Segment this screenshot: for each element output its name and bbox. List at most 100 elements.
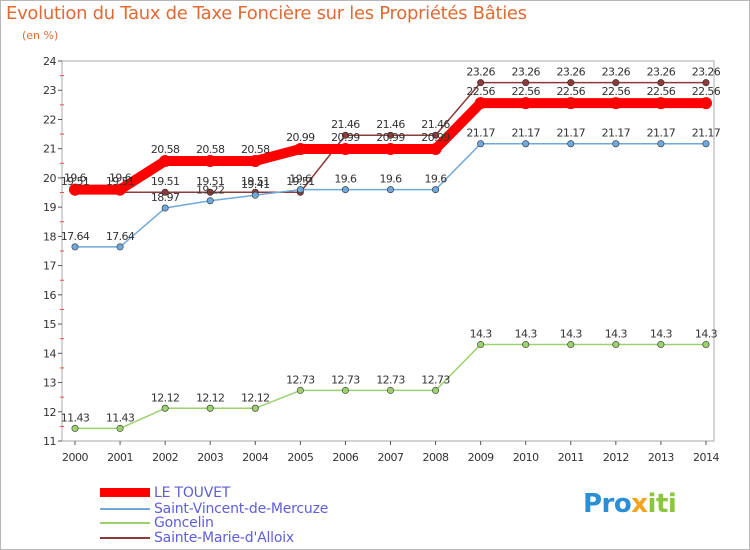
data-point-le-touvet-2007 — [384, 142, 397, 155]
data-label-le-touvet-2011: 22.56 — [557, 85, 586, 98]
data-label-sainte-marie-d-alloix-2011: 23.26 — [557, 66, 586, 79]
data-label-goncelin-2000: 11.43 — [61, 411, 90, 424]
y-tick-label-17: 17 — [43, 260, 56, 273]
chart-title: Evolution du Taux de Taxe Foncière sur l… — [6, 3, 527, 24]
data-point-le-touvet-2010 — [519, 97, 532, 110]
data-label-goncelin-2009: 14.3 — [470, 328, 493, 341]
data-point-sainte-marie-d-alloix-2009 — [477, 79, 485, 87]
data-label-le-touvet-2007: 20.99 — [376, 131, 405, 144]
y-tick-label-22: 22 — [43, 113, 56, 126]
x-tick-label-2010: 2010 — [513, 451, 539, 464]
x-tick-label-2004: 2004 — [242, 451, 268, 464]
data-point-saint-vincent-de-mercuze-2011 — [567, 140, 575, 148]
y-tick-label-13: 13 — [43, 377, 56, 390]
y-tick-label-11: 11 — [43, 435, 56, 448]
data-label-saint-vincent-de-mercuze-2008: 19.6 — [425, 173, 448, 186]
data-point-saint-vincent-de-mercuze-2010 — [522, 140, 530, 148]
data-point-sainte-marie-d-alloix-2012 — [612, 79, 620, 87]
data-label-saint-vincent-de-mercuze-2000: 17.64 — [61, 230, 90, 243]
data-label-sainte-marie-d-alloix-2007: 21.46 — [376, 118, 405, 131]
data-label-le-touvet-2001: 19.6 — [109, 172, 132, 185]
data-label-le-touvet-2002: 20.58 — [151, 143, 180, 156]
x-tick-label-2011: 2011 — [558, 451, 584, 464]
data-point-saint-vincent-de-mercuze-2008 — [432, 186, 440, 194]
data-label-sainte-marie-d-alloix-2009: 23.26 — [466, 66, 495, 79]
data-label-saint-vincent-de-mercuze-2004: 19.41 — [241, 178, 270, 191]
x-tick-label-2008: 2008 — [423, 451, 449, 464]
data-label-goncelin-2012: 14.3 — [605, 328, 628, 341]
data-label-le-touvet-2004: 20.58 — [241, 143, 270, 156]
x-tick-label-2003: 2003 — [197, 451, 223, 464]
data-label-le-touvet-2014: 22.56 — [692, 85, 721, 98]
y-tick-label-20: 20 — [43, 172, 56, 185]
data-label-goncelin-2005: 12.73 — [286, 373, 315, 386]
x-tick-label-2009: 2009 — [468, 451, 494, 464]
data-point-le-touvet-2009 — [474, 97, 487, 110]
x-tick-label-2000: 2000 — [62, 451, 88, 464]
data-point-goncelin-2012 — [612, 341, 620, 349]
legend-label-goncelin: Goncelin — [154, 514, 214, 531]
data-point-sainte-marie-d-alloix-2007 — [386, 131, 394, 139]
data-point-saint-vincent-de-mercuze-2004 — [251, 191, 259, 199]
proxiti-logo: Proxiti — [583, 489, 677, 519]
data-label-saint-vincent-de-mercuze-2007: 19.6 — [379, 173, 402, 186]
legend-label-sainte-marie-d-alloix: Sainte-Marie-d'Alloix — [154, 529, 294, 546]
data-point-sainte-marie-d-alloix-2014 — [702, 79, 710, 87]
x-tick-label-2012: 2012 — [603, 451, 629, 464]
legend-swatch-goncelin — [100, 521, 150, 524]
data-point-goncelin-2000 — [71, 424, 79, 432]
data-label-saint-vincent-de-mercuze-2012: 21.17 — [602, 127, 631, 140]
data-label-sainte-marie-d-alloix-2010: 23.26 — [511, 66, 540, 79]
data-point-goncelin-2002 — [161, 404, 169, 412]
data-label-sainte-marie-d-alloix-2012: 23.26 — [602, 66, 631, 79]
data-point-sainte-marie-d-alloix-2008 — [432, 131, 440, 139]
y-tick-label-19: 19 — [43, 201, 56, 214]
data-label-sainte-marie-d-alloix-2013: 23.26 — [647, 66, 676, 79]
data-point-saint-vincent-de-mercuze-2006 — [341, 186, 349, 194]
data-label-sainte-marie-d-alloix-2000: 19.51 — [61, 175, 90, 188]
legend-item-sainte-marie-d-alloix: Sainte-Marie-d'Alloix — [100, 529, 294, 546]
data-point-goncelin-2013 — [657, 341, 665, 349]
data-label-saint-vincent-de-mercuze-2001: 17.64 — [106, 230, 135, 243]
data-point-sainte-marie-d-alloix-2006 — [341, 131, 349, 139]
data-point-goncelin-2003 — [206, 404, 214, 412]
legend-swatch-le-touvet — [100, 488, 150, 497]
data-point-le-touvet-2006 — [339, 142, 352, 155]
data-label-le-touvet-2006: 20.99 — [331, 131, 360, 144]
data-point-sainte-marie-d-alloix-2003 — [206, 188, 214, 196]
x-tick-label-2014: 2014 — [693, 451, 719, 464]
x-tick-label-2006: 2006 — [332, 451, 358, 464]
legend-swatch-saint-vincent-de-mercuze — [100, 507, 150, 510]
x-tick-label-2005: 2005 — [287, 451, 313, 464]
data-label-sainte-marie-d-alloix-2008: 21.46 — [421, 118, 450, 131]
data-label-le-touvet-2010: 22.56 — [511, 85, 540, 98]
x-tick-label-2002: 2002 — [152, 451, 178, 464]
data-label-saint-vincent-de-mercuze-2011: 21.17 — [557, 127, 586, 140]
x-tick-label-2001: 2001 — [107, 451, 133, 464]
data-label-saint-vincent-de-mercuze-2013: 21.17 — [647, 127, 676, 140]
y-tick-label-16: 16 — [43, 289, 56, 302]
data-label-goncelin-2003: 12.12 — [196, 391, 225, 404]
y-tick-label-15: 15 — [43, 318, 56, 331]
data-label-goncelin-2013: 14.3 — [650, 328, 673, 341]
data-point-le-touvet-2014 — [699, 97, 712, 110]
chart-unit-label: (en %) — [22, 29, 59, 42]
data-point-saint-vincent-de-mercuze-2014 — [702, 140, 710, 148]
data-point-saint-vincent-de-mercuze-2001 — [116, 243, 124, 251]
legend-item-goncelin: Goncelin — [100, 514, 214, 531]
data-point-sainte-marie-d-alloix-2011 — [567, 79, 575, 87]
data-point-goncelin-2001 — [116, 424, 124, 432]
data-point-le-touvet-2001 — [114, 183, 127, 196]
data-point-le-touvet-2002 — [159, 154, 172, 167]
data-point-saint-vincent-de-mercuze-2005 — [296, 186, 304, 194]
legend-label-le-touvet: LE TOUVET — [154, 484, 231, 501]
data-label-sainte-marie-d-alloix-2003: 19.51 — [196, 175, 225, 188]
data-label-le-touvet-2013: 22.56 — [647, 85, 676, 98]
y-tick-label-21: 21 — [43, 143, 56, 156]
data-point-saint-vincent-de-mercuze-2007 — [386, 186, 394, 194]
y-tick-label-14: 14 — [43, 347, 56, 360]
data-label-sainte-marie-d-alloix-2005: 19.51 — [286, 175, 315, 188]
data-point-le-touvet-2004 — [249, 154, 262, 167]
data-point-goncelin-2006 — [341, 386, 349, 394]
